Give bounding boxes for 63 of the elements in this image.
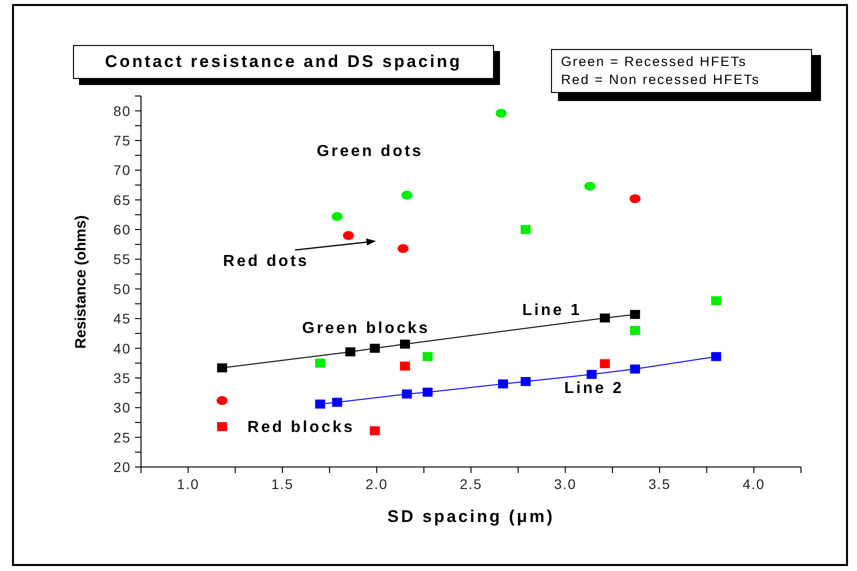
annotation: Green dots bbox=[316, 143, 424, 161]
text: Green = Recessed HFETs bbox=[561, 53, 748, 71]
point bbox=[402, 389, 412, 398]
y-tick-label: 75 bbox=[113, 132, 131, 148]
y-tick-label: 45 bbox=[113, 310, 131, 327]
annotation: Red dots bbox=[222, 253, 310, 271]
y-tick-label: 60 bbox=[113, 222, 131, 238]
point bbox=[600, 359, 610, 368]
point bbox=[401, 190, 412, 200]
y-tick-label: 55 bbox=[113, 251, 131, 268]
x-tick-label: 3.0 bbox=[554, 476, 577, 492]
y-tick-label: 40 bbox=[113, 340, 131, 356]
x-tick-label: 3.5 bbox=[648, 476, 671, 492]
point bbox=[332, 398, 342, 407]
point bbox=[342, 230, 354, 240]
point bbox=[630, 326, 640, 335]
point bbox=[630, 310, 640, 319]
point bbox=[422, 352, 433, 362]
annotation: Red blocks bbox=[247, 419, 355, 437]
point bbox=[315, 358, 326, 368]
point bbox=[711, 352, 722, 362]
chart-title: Contact resistance and DS spacing bbox=[73, 45, 494, 79]
y-axis-title: Resistance (ohms) bbox=[72, 215, 90, 349]
point bbox=[630, 364, 640, 374]
point bbox=[398, 244, 409, 254]
point bbox=[586, 370, 597, 379]
point bbox=[584, 182, 596, 191]
point bbox=[217, 363, 228, 372]
point bbox=[315, 400, 326, 409]
y-tick-label: 70 bbox=[113, 162, 131, 178]
point bbox=[422, 388, 433, 397]
point bbox=[600, 314, 610, 323]
y-tick-label: 35 bbox=[113, 370, 131, 386]
point bbox=[332, 212, 343, 221]
point bbox=[520, 225, 531, 234]
x-tick-label: 1.0 bbox=[176, 476, 200, 492]
y-tick-label: 50 bbox=[113, 280, 131, 297]
point bbox=[216, 396, 228, 406]
point bbox=[498, 379, 508, 388]
y-tick-label: 65 bbox=[113, 192, 131, 208]
point bbox=[217, 422, 228, 432]
annotation: Line 1 bbox=[522, 302, 582, 320]
annotation: Green blocks bbox=[302, 320, 430, 338]
point bbox=[400, 362, 410, 371]
x-tick-label: 2.0 bbox=[365, 476, 388, 492]
point bbox=[400, 340, 410, 349]
y-tick-label: 80 bbox=[113, 102, 131, 119]
x-axis-title: SD spacing (μm) bbox=[387, 507, 555, 527]
text: Red = Non recessed HFETs bbox=[561, 71, 761, 89]
point bbox=[711, 296, 722, 306]
y-tick-label: 20 bbox=[113, 458, 131, 475]
x-tick-label: 2.5 bbox=[460, 476, 482, 492]
point bbox=[370, 344, 380, 353]
point bbox=[496, 108, 507, 118]
point bbox=[520, 377, 531, 386]
x-tick-label: 1.5 bbox=[271, 476, 294, 492]
point bbox=[630, 194, 641, 204]
y-tick-label: 25 bbox=[113, 429, 131, 446]
x-tick-label: 4.0 bbox=[742, 476, 766, 492]
y-tick-label: 30 bbox=[113, 400, 131, 416]
point bbox=[370, 426, 380, 436]
point bbox=[345, 347, 356, 356]
annotation: Line 2 bbox=[564, 380, 624, 398]
